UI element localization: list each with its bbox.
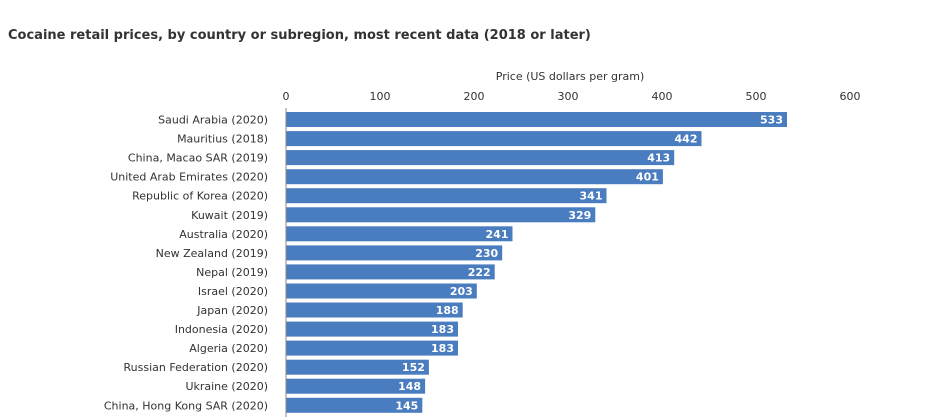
bar-value-label: 148 xyxy=(398,380,421,393)
bar-value-label: 329 xyxy=(568,209,591,222)
category-label: Mauritius (2018) xyxy=(177,133,268,146)
bar-value-label: 442 xyxy=(675,133,698,146)
category-label: Australia (2020) xyxy=(179,228,268,241)
bar-value-label: 183 xyxy=(431,323,454,336)
x-tick-label: 100 xyxy=(370,90,391,103)
bar xyxy=(286,188,607,204)
bar xyxy=(286,264,495,280)
bar-value-label: 152 xyxy=(402,361,425,374)
bar xyxy=(286,397,423,413)
bar xyxy=(286,359,429,375)
bar-value-label: 203 xyxy=(450,285,473,298)
bar-value-label: 533 xyxy=(760,114,783,127)
bar xyxy=(286,112,787,127)
category-label: Republic of Korea (2020) xyxy=(132,190,268,203)
bar-value-label: 145 xyxy=(395,399,418,412)
x-tick-label: 300 xyxy=(558,90,579,103)
category-label: China, Macao SAR (2019) xyxy=(128,152,268,165)
bar-value-label: 188 xyxy=(436,304,459,317)
bar xyxy=(286,207,596,223)
bars: Saudi Arabia (2020) 533 Mauritius (2018) 44… xyxy=(104,112,787,413)
bar xyxy=(286,283,477,299)
bar xyxy=(286,378,426,394)
bar-value-label: 222 xyxy=(468,266,491,279)
x-tick-label: 0 xyxy=(283,90,290,103)
category-label: China, Hong Kong SAR (2020) xyxy=(104,399,268,412)
bar xyxy=(286,226,513,242)
bar xyxy=(286,321,458,337)
bar xyxy=(286,245,503,261)
category-label: New Zealand (2019) xyxy=(156,247,268,260)
x-axis-label: Price (US dollars per gram) xyxy=(496,70,645,83)
category-label: Russian Federation (2020) xyxy=(124,361,269,374)
category-label: Ukraine (2020) xyxy=(185,380,268,393)
category-label: Algeria (2020) xyxy=(189,342,268,355)
chart-title: Cocaine retail prices, by country or sub… xyxy=(8,28,591,43)
category-label: Japan (2020) xyxy=(196,304,268,317)
category-label: Nepal (2019) xyxy=(196,266,268,279)
bar-value-label: 401 xyxy=(636,171,659,184)
x-axis-ticks: 0 100 200 300 400 500 600 xyxy=(283,90,861,103)
bar-value-label: 413 xyxy=(647,152,670,165)
bar-value-label: 241 xyxy=(486,228,509,241)
bar xyxy=(286,169,663,185)
category-label: United Arab Emirates (2020) xyxy=(110,171,268,184)
x-tick-label: 500 xyxy=(746,90,767,103)
bar-value-label: 341 xyxy=(580,190,603,203)
bar-value-label: 230 xyxy=(475,247,498,260)
category-label: Saudi Arabia (2020) xyxy=(158,114,268,127)
category-label: Kuwait (2019) xyxy=(191,209,268,222)
bar-value-label: 183 xyxy=(431,342,454,355)
bar xyxy=(286,340,458,356)
x-tick-label: 600 xyxy=(840,90,861,103)
bar xyxy=(286,131,702,147)
bar xyxy=(286,302,463,318)
x-tick-label: 200 xyxy=(464,90,485,103)
category-label: Israel (2020) xyxy=(198,285,268,298)
x-tick-label: 400 xyxy=(652,90,673,103)
bar xyxy=(286,150,675,166)
category-label: Indonesia (2020) xyxy=(175,323,268,336)
